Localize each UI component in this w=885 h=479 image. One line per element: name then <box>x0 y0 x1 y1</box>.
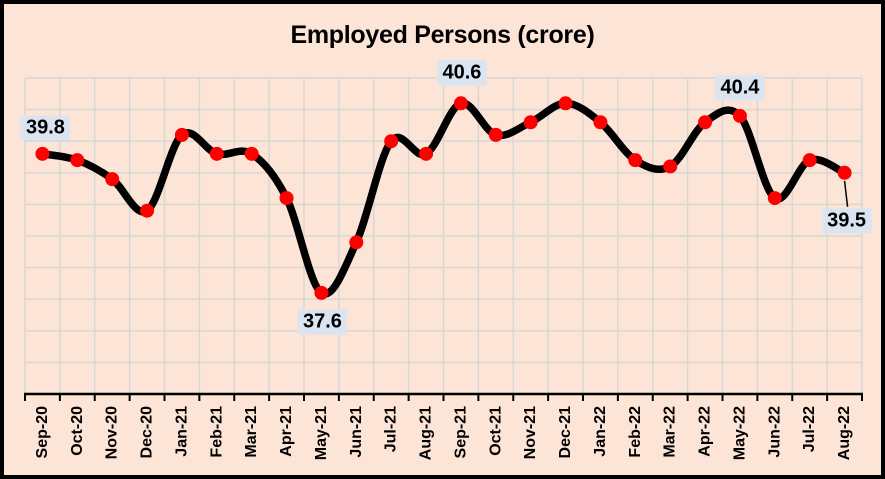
data-point-marker-may-22 <box>732 108 747 123</box>
data-point-marker-feb-22 <box>628 153 643 168</box>
point-data-label: 40.6 <box>437 60 487 86</box>
data-point-marker-nov-20 <box>105 172 120 187</box>
data-point-marker-apr-21 <box>279 191 294 206</box>
data-point-marker-mar-22 <box>663 159 678 174</box>
x-axis-labels: Sep-20 Oct-20 Nov-20 Dec-20 Jan-21 Feb-21 Mar-… <box>34 406 853 460</box>
data-point-marker-aug-22 <box>837 165 852 180</box>
x-axis-label: Aug-21 <box>418 406 435 460</box>
x-axis-label: Jan-22 <box>592 406 609 457</box>
x-axis-label: Feb-22 <box>627 406 644 458</box>
point-data-label: 39.8 <box>20 115 70 141</box>
x-axis-label: Dec-20 <box>139 406 156 459</box>
x-axis-label: Feb-21 <box>208 406 225 458</box>
data-point-marker-feb-21 <box>209 146 224 161</box>
x-axis-label: Oct-20 <box>69 406 86 456</box>
data-point-marker-oct-21 <box>488 127 503 142</box>
x-axis-label: Sep-20 <box>34 406 51 459</box>
point-data-label: 37.6 <box>297 309 347 335</box>
chart-title: Employed Persons (crore) <box>290 21 595 49</box>
data-point-marker-mar-21 <box>244 146 259 161</box>
data-point-marker-jul-22 <box>802 153 817 168</box>
data-point-marker-jul-21 <box>384 134 399 149</box>
data-point-marker-aug-21 <box>419 146 434 161</box>
label-leader-line <box>843 180 849 207</box>
data-point-markers <box>35 96 852 300</box>
x-axis-label: Apr-21 <box>278 406 295 457</box>
point-data-label: 39.5 <box>822 208 872 234</box>
data-point-marker-jan-22 <box>593 115 608 130</box>
x-axis-label: May-21 <box>313 406 330 460</box>
x-axis-label: Oct-21 <box>487 406 504 456</box>
x-axis-label: Mar-22 <box>662 406 679 458</box>
data-point-marker-sep-20 <box>35 146 50 161</box>
data-point-marker-may-21 <box>314 285 329 300</box>
x-axis-label: Jul-22 <box>801 406 818 452</box>
data-point-marker-dec-20 <box>140 203 155 218</box>
x-axis-label: Aug-22 <box>836 406 853 460</box>
point-data-label: 40.4 <box>715 75 765 101</box>
data-point-marker-jun-21 <box>349 235 364 250</box>
x-axis-label: Sep-21 <box>452 406 469 459</box>
data-point-marker-sep-21 <box>453 96 468 111</box>
x-axis-label: Dec-21 <box>557 406 574 459</box>
gridlines-vertical <box>24 78 863 394</box>
data-point-marker-oct-20 <box>70 153 85 168</box>
x-axis-ticks <box>24 394 863 401</box>
x-axis-label: May-22 <box>731 406 748 460</box>
data-point-marker-jun-22 <box>767 191 782 206</box>
x-axis-label: Jun-21 <box>348 406 365 458</box>
data-point-marker-apr-22 <box>698 115 713 130</box>
data-point-marker-jan-21 <box>174 127 189 142</box>
x-axis-label: Nov-20 <box>104 406 121 459</box>
x-axis-label: Jul-21 <box>383 406 400 452</box>
x-axis-label: Jan-21 <box>173 406 190 457</box>
data-point-marker-nov-21 <box>523 115 538 130</box>
x-axis-label: Jun-22 <box>766 406 783 458</box>
x-axis-label: Nov-21 <box>522 406 539 459</box>
data-point-marker-dec-21 <box>558 96 573 111</box>
x-axis-label: Mar-21 <box>243 406 260 458</box>
x-axis-label: Apr-22 <box>697 406 714 457</box>
